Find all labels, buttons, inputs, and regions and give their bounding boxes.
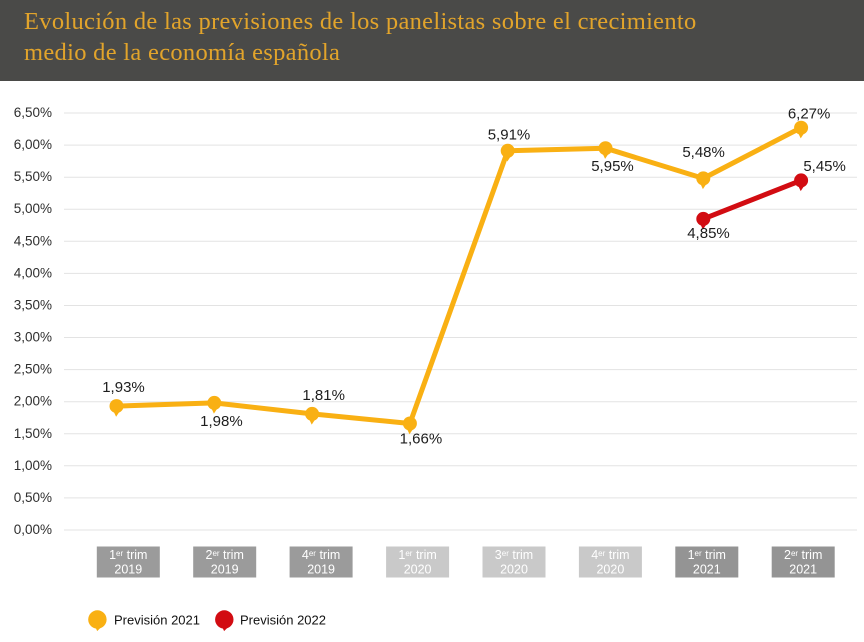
svg-text:0,00%: 0,00%	[14, 522, 52, 537]
svg-text:4er trim: 4er trim	[302, 548, 340, 562]
svg-text:3er trim: 3er trim	[495, 548, 533, 562]
svg-text:5,95%: 5,95%	[591, 158, 634, 175]
svg-text:5,45%: 5,45%	[803, 158, 846, 175]
svg-text:1er trim: 1er trim	[398, 548, 436, 562]
svg-text:1,81%: 1,81%	[302, 387, 345, 404]
svg-text:3,00%: 3,00%	[14, 330, 52, 345]
svg-text:Previsión 2021: Previsión 2021	[114, 613, 200, 628]
svg-text:5,48%: 5,48%	[682, 144, 725, 161]
svg-text:1er trim: 1er trim	[109, 548, 147, 562]
svg-text:2er trim: 2er trim	[784, 548, 822, 562]
svg-text:5,00%: 5,00%	[14, 201, 52, 216]
svg-text:3,50%: 3,50%	[14, 298, 52, 313]
svg-text:2020: 2020	[500, 563, 528, 577]
svg-text:2019: 2019	[114, 563, 142, 577]
svg-text:2020: 2020	[596, 563, 624, 577]
svg-text:1,00%: 1,00%	[14, 458, 52, 473]
svg-text:2er trim: 2er trim	[206, 548, 244, 562]
svg-text:1,98%: 1,98%	[200, 413, 243, 430]
svg-text:1,50%: 1,50%	[14, 426, 52, 441]
svg-text:2,00%: 2,00%	[14, 394, 52, 409]
svg-text:2,50%: 2,50%	[14, 362, 52, 377]
svg-text:Previsión 2022: Previsión 2022	[240, 613, 326, 628]
svg-text:6,50%: 6,50%	[14, 105, 52, 120]
svg-text:2020: 2020	[404, 563, 432, 577]
svg-text:4,85%: 4,85%	[687, 225, 730, 242]
svg-text:1er trim: 1er trim	[688, 548, 726, 562]
svg-text:2019: 2019	[307, 563, 335, 577]
svg-text:4er trim: 4er trim	[591, 548, 629, 562]
svg-text:2021: 2021	[789, 563, 817, 577]
svg-text:1,93%: 1,93%	[102, 379, 145, 396]
svg-text:5,91%: 5,91%	[488, 127, 531, 144]
svg-text:6,27%: 6,27%	[788, 105, 831, 122]
svg-text:4,50%: 4,50%	[14, 233, 52, 248]
svg-text:2021: 2021	[693, 563, 721, 577]
svg-text:6,00%: 6,00%	[14, 137, 52, 152]
svg-text:2019: 2019	[211, 563, 239, 577]
svg-text:5,50%: 5,50%	[14, 169, 52, 184]
svg-text:4,00%: 4,00%	[14, 265, 52, 280]
svg-text:0,50%: 0,50%	[14, 490, 52, 505]
svg-text:1,66%: 1,66%	[400, 430, 443, 447]
